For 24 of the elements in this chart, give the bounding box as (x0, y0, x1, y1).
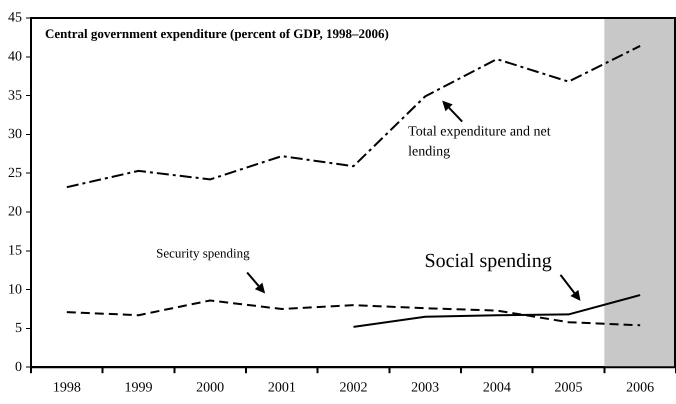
y-tick-label: 15 (8, 243, 22, 258)
annotation: Security spending (156, 246, 250, 261)
y-tick-label: 40 (8, 49, 22, 64)
x-tick-label: 2006 (626, 380, 654, 396)
x-tick-label: 2005 (554, 380, 582, 396)
y-tick-label: 0 (15, 360, 22, 375)
line-series (66, 44, 642, 188)
y-tick-label: 5 (15, 321, 22, 336)
y-tick-label: 10 (8, 282, 22, 298)
x-tick-label: 1998 (52, 380, 81, 396)
y-tick-label: 45 (8, 10, 22, 26)
y-tick-label: 20 (8, 204, 22, 220)
y-tick-label: 25 (8, 166, 22, 181)
annotation: Social spending (424, 250, 552, 272)
text: Central government expenditure (percent of GDP, 1998–2006) (45, 26, 389, 41)
annotation: Total expenditure and net lending (408, 124, 551, 160)
x-tick-label: 2002 (340, 380, 368, 396)
x-tick-label: 2001 (268, 380, 296, 396)
y-tick-label: 30 (8, 127, 22, 142)
x-tick-label: 2003 (411, 380, 440, 396)
x-tick-label: 1999 (124, 380, 152, 396)
y-tick-label: 35 (8, 88, 22, 104)
x-tick-label: 2004 (482, 380, 511, 396)
x-tick-label: 2000 (196, 380, 224, 396)
